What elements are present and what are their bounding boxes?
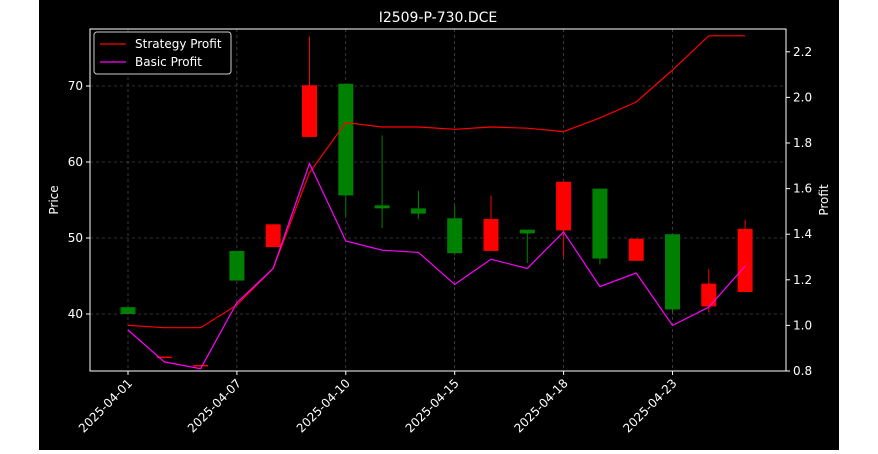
grid-lines (90, 29, 786, 371)
basic-profit-line (127, 161, 746, 370)
y-right-tick-label: 1.8 (793, 136, 812, 150)
candle-body (338, 83, 354, 196)
y-right-tick-label: 2.0 (793, 90, 812, 104)
candle-body (737, 228, 753, 292)
candle-body (447, 218, 463, 254)
y-left-tick-label: 50 (68, 231, 83, 245)
legend-box (93, 31, 232, 75)
candle-body (483, 219, 499, 251)
chart-svg: I2509-P-730.DCE 40 50 60 70 2025-04-01 2025-0… (47, 10, 831, 436)
legend: Strategy Profit Basic Profit (93, 31, 232, 75)
candle-body (265, 224, 281, 248)
candle-body (156, 356, 172, 359)
candle-body (519, 229, 535, 234)
candle-body (374, 205, 390, 209)
candle-body (556, 181, 572, 231)
x-tick-label: 2025-04-18 (512, 376, 571, 435)
candle-body (229, 250, 245, 281)
axes: 40 50 60 70 2025-04-01 2025-04-07 2025-04-10 20… (68, 45, 812, 436)
y-axis-right-label: Profit (817, 184, 831, 216)
candle-body (592, 188, 608, 259)
candle-body (302, 85, 317, 137)
y-axis-left-label: Price (47, 185, 61, 214)
x-tick-label: 2025-04-23 (620, 376, 679, 435)
x-tick-label: 2025-04-01 (76, 376, 135, 435)
y-right-tick-label: 2.2 (793, 45, 812, 59)
strategy-profit-line (127, 35, 746, 329)
legend-label-strategy: Strategy Profit (135, 37, 222, 51)
y-right-tick-label: 1.0 (793, 318, 812, 332)
candle-body (628, 238, 644, 261)
profit-lines (127, 35, 746, 370)
candle-body (193, 364, 209, 367)
y-right-tick-label: 1.2 (793, 273, 812, 287)
y-left-tick-label: 60 (68, 155, 83, 169)
x-tick-label: 2025-04-07 (185, 376, 244, 435)
y-right-tick-label: 0.8 (793, 364, 812, 378)
candle-body (410, 208, 426, 214)
x-tick-label: 2025-04-15 (403, 376, 462, 435)
y-left-tick-label: 70 (68, 79, 83, 93)
candlesticks (120, 36, 753, 367)
plot-frame (89, 28, 787, 372)
y-left-tick-label: 40 (68, 307, 83, 321)
chart-figure: I2509-P-730.DCE 40 50 60 70 2025-04-01 2025-0… (39, 0, 839, 450)
y-right-tick-label: 1.4 (793, 227, 812, 241)
y-right-tick-label: 1.6 (793, 182, 812, 196)
candle-body (120, 307, 136, 314)
x-tick-label: 2025-04-10 (294, 376, 353, 435)
legend-label-basic: Basic Profit (135, 55, 202, 69)
candle-body (665, 234, 680, 310)
chart-title: I2509-P-730.DCE (379, 10, 498, 26)
candle-body (701, 283, 717, 307)
